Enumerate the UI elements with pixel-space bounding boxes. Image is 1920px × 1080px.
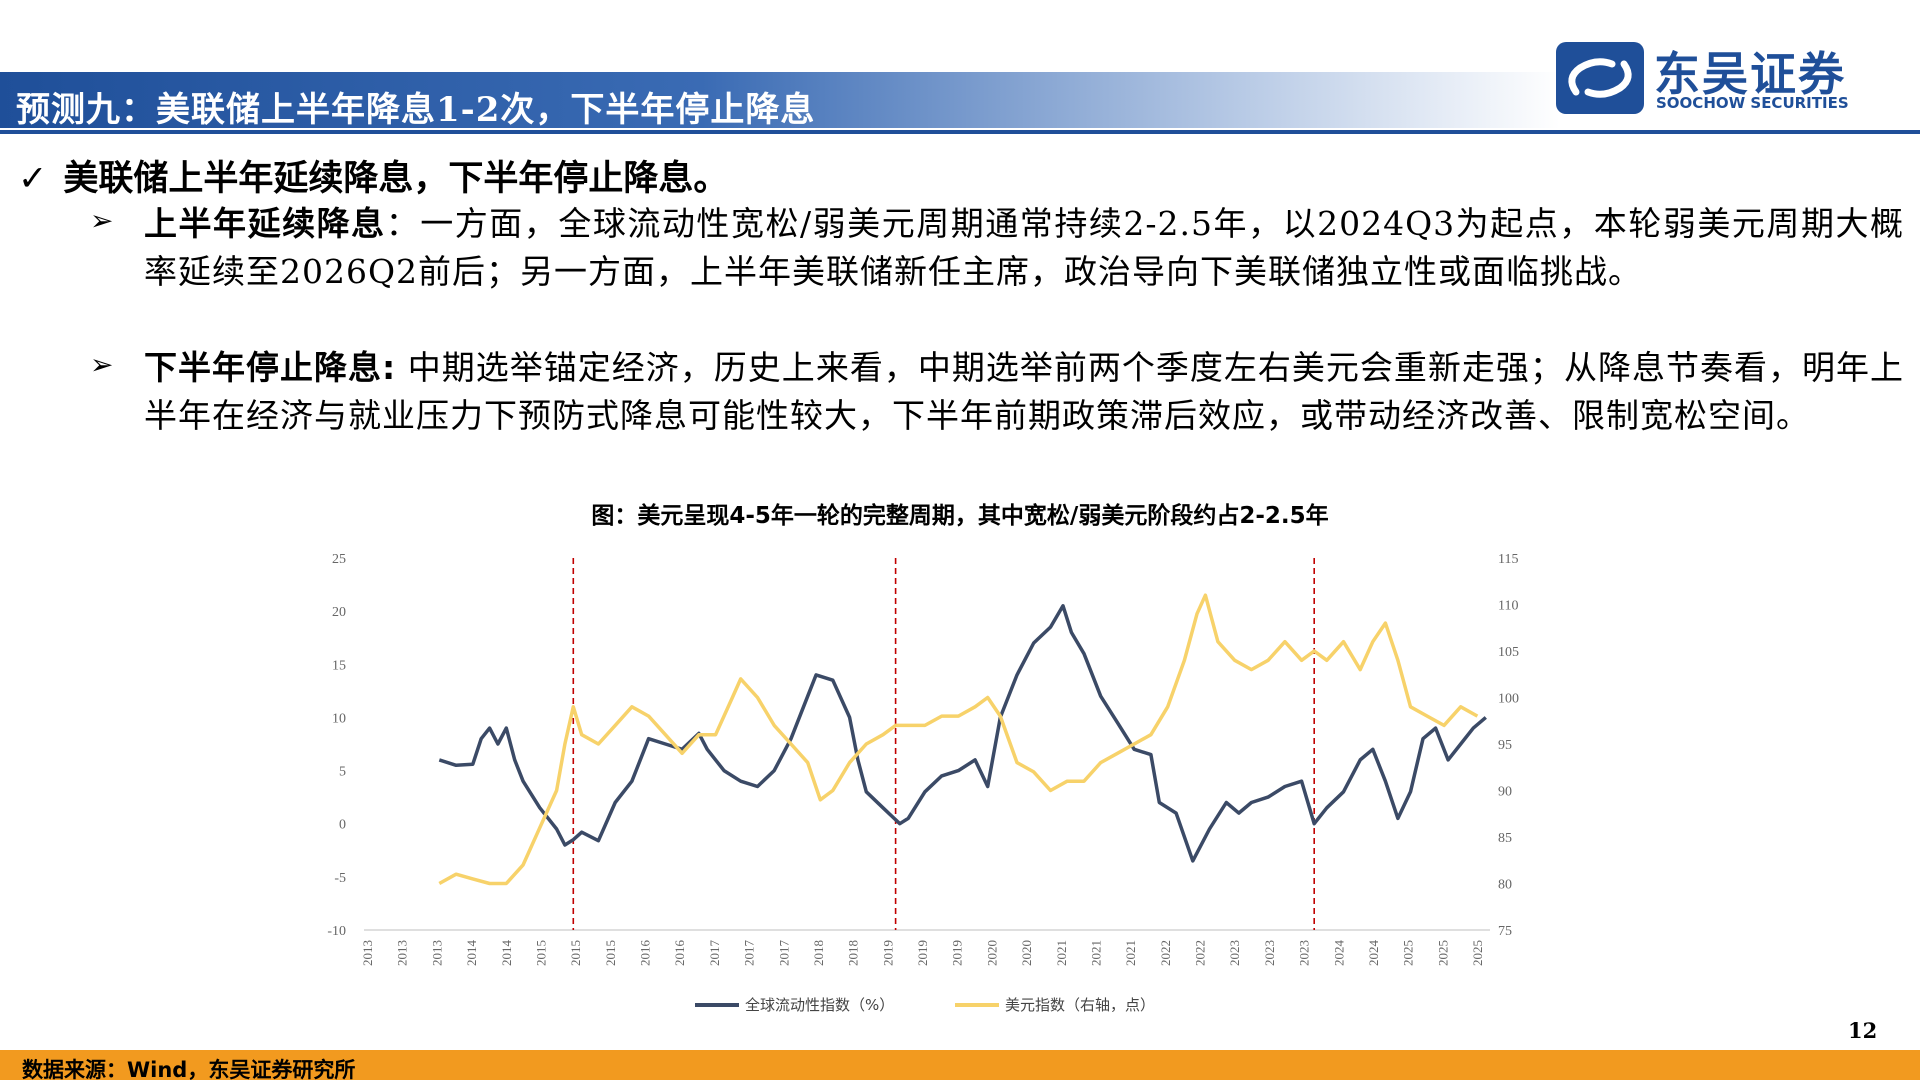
x-tick-label: 2013 <box>429 940 444 966</box>
x-tick-label: 2014 <box>499 940 514 967</box>
x-tick-label: 2016 <box>638 940 653 967</box>
logo-text-cn: 东吴证券 <box>1654 47 1846 101</box>
sub-bullet-1-lead: 上半年延续降息 <box>144 204 386 243</box>
x-tick-label: 2023 <box>1227 940 1242 966</box>
footer-bar <box>0 1050 1920 1080</box>
soochow-logo-icon <box>1556 42 1644 114</box>
y-left-tick-label: 5 <box>339 765 346 780</box>
series-line-liquidity <box>438 604 1487 863</box>
x-tick-label: 2023 <box>1262 940 1277 966</box>
y-left-tick-label: 25 <box>332 552 346 567</box>
title-bar <box>0 72 1560 128</box>
x-tick-label: 2025 <box>1435 940 1450 966</box>
y-right-tick-label: 85 <box>1498 831 1512 846</box>
logo: 东吴证券 SOOCHOW SECURITIES <box>1556 38 1896 118</box>
line-chart: -10-505101520257580859095100105110115201… <box>327 552 1519 1014</box>
sub-bullet-2-text: 下半年停止降息: 中期选举锚定经济，历史上来看，中期选举前两个季度左右美元会重新… <box>144 344 1904 440</box>
x-tick-label: 2017 <box>742 940 757 967</box>
x-tick-label: 2021 <box>1054 940 1069 966</box>
y-right-tick-label: 100 <box>1498 692 1519 707</box>
x-tick-label: 2022 <box>1193 940 1208 966</box>
y-right-tick-label: 90 <box>1498 785 1512 800</box>
x-tick-label: 2016 <box>672 940 687 967</box>
y-right-tick-label: 105 <box>1498 645 1519 660</box>
x-tick-label: 2021 <box>1088 940 1103 966</box>
x-tick-label: 2018 <box>846 940 861 966</box>
x-tick-label: 2019 <box>915 940 930 966</box>
x-tick-label: 2015 <box>568 940 583 966</box>
arrow-right-icon: ➢ <box>90 204 114 237</box>
x-tick-label: 2014 <box>464 940 479 967</box>
legend-label: 美元指数（右轴，点） <box>1005 996 1155 1014</box>
y-left-tick-label: 0 <box>339 818 346 833</box>
data-source: 数据来源：Wind，东吴证券研究所 <box>22 1058 356 1080</box>
y-right-tick-label: 75 <box>1498 924 1512 939</box>
y-right-tick-label: 95 <box>1498 738 1512 753</box>
y-right-tick-label: 110 <box>1498 599 1518 614</box>
x-tick-label: 2022 <box>1158 940 1173 966</box>
x-tick-label: 2021 <box>1123 940 1138 966</box>
arrow-right-icon: ➢ <box>90 348 114 381</box>
x-tick-label: 2013 <box>395 940 410 966</box>
main-bullet-text: 美联储上半年延续降息，下半年停止降息。 <box>63 159 729 199</box>
x-tick-label: 2019 <box>950 940 965 966</box>
y-right-tick-label: 115 <box>1498 552 1518 567</box>
x-tick-label: 2013 <box>360 940 375 966</box>
x-tick-label: 2024 <box>1366 940 1381 967</box>
x-tick-label: 2018 <box>811 940 826 966</box>
x-tick-label: 2015 <box>603 940 618 966</box>
figure-title: 图：美元呈现4-5年一轮的完整周期，其中宽松/弱美元阶段约占2-2.5年 <box>591 503 1329 529</box>
sub-bullet-1-body: ：一方面，全球流动性宽松/弱美元周期通常持续2-2.5年，以2024Q3为起点，… <box>144 204 1904 291</box>
series-line-dollar <box>438 593 1479 886</box>
x-tick-label: 2024 <box>1331 940 1346 967</box>
y-left-tick-label: 15 <box>332 658 346 673</box>
x-tick-label: 2020 <box>984 940 999 966</box>
y-left-tick-label: -10 <box>327 924 346 939</box>
sub-bullet-1-text: 上半年延续降息：一方面，全球流动性宽松/弱美元周期通常持续2-2.5年，以202… <box>144 200 1904 296</box>
x-tick-label: 2025 <box>1470 940 1485 966</box>
main-bullet: ✓ 美联储上半年延续降息，下半年停止降息。 <box>18 150 728 201</box>
page-title: 预测九：美联储上半年降息1-2次，下半年停止降息 <box>16 90 816 130</box>
y-left-tick-label: 20 <box>332 605 346 620</box>
x-tick-label: 2017 <box>776 940 791 967</box>
x-tick-label: 2015 <box>533 940 548 966</box>
sub-bullet-2-body: 中期选举锚定经济，历史上来看，中期选举前两个季度左右美元会重新走强；从降息节奏看… <box>144 348 1904 435</box>
sub-bullet-2-lead: 下半年停止降息: <box>144 348 397 387</box>
logo-text-en: SOOCHOW SECURITIES <box>1656 94 1849 112</box>
check-icon: ✓ <box>18 159 48 199</box>
y-left-tick-label: 10 <box>332 711 346 726</box>
page-number: 12 <box>1848 1018 1878 1043</box>
x-tick-label: 2020 <box>1019 940 1034 966</box>
title-underline <box>0 130 1920 134</box>
y-right-tick-label: 80 <box>1498 878 1512 893</box>
x-tick-label: 2017 <box>707 940 722 967</box>
x-tick-label: 2023 <box>1297 940 1312 966</box>
legend-label: 全球流动性指数（%） <box>745 996 894 1014</box>
y-left-tick-label: -5 <box>334 871 346 886</box>
x-tick-label: 2025 <box>1401 940 1416 966</box>
x-tick-label: 2019 <box>880 940 895 966</box>
